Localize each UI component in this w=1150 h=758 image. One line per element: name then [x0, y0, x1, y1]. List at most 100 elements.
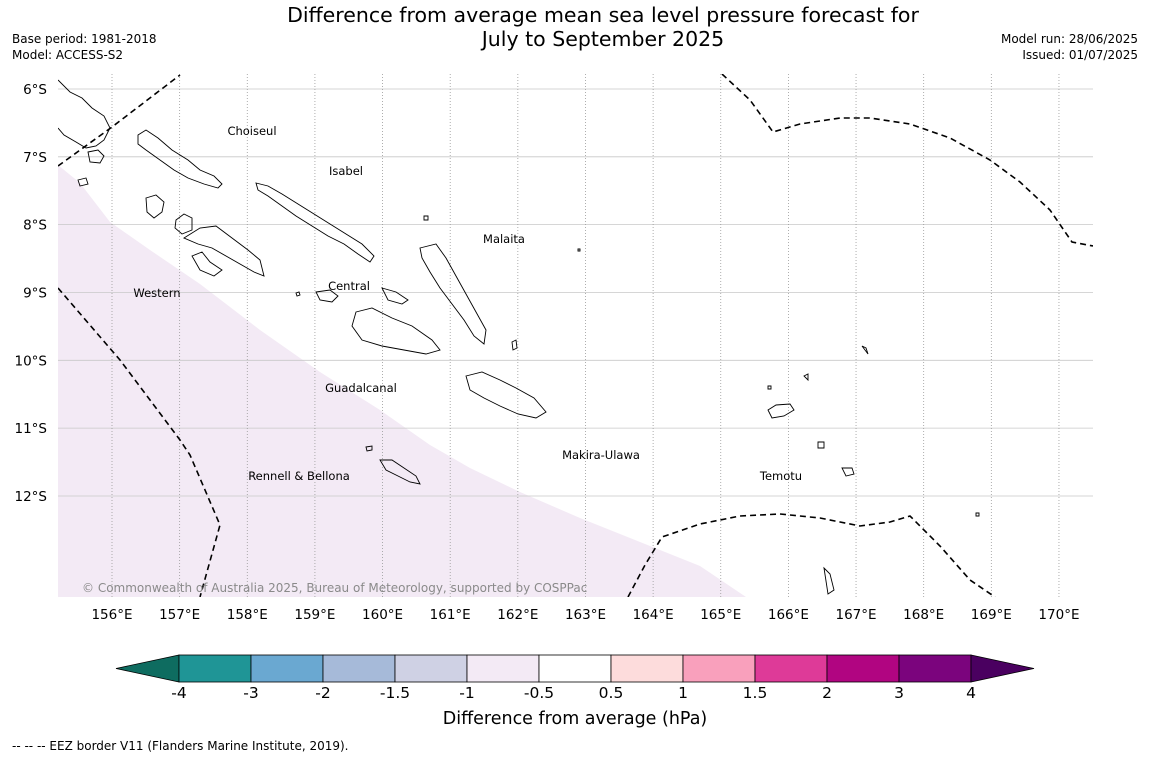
coast-santa-cruz [767, 403, 795, 419]
colorbar-segment [466, 654, 540, 683]
coast-choiseul [137, 129, 223, 189]
coast-ontong-java [577, 248, 581, 252]
coast-nggela [315, 289, 339, 303]
lat-label: 11°S [15, 421, 48, 437]
coast-small-1 [77, 177, 89, 187]
eez-legend: -- -- -- EEZ border V11 (Flanders Marine… [12, 739, 349, 753]
anomaly-region [58, 165, 746, 597]
chart-title: Difference from average mean sea level p… [0, 3, 1150, 51]
lat-label: 7°S [23, 150, 47, 166]
colorbar-tick-label: -2 [315, 684, 331, 702]
province-label: Malaita [483, 232, 525, 246]
lon-label: 167°E [836, 607, 877, 623]
lat-label: 9°S [23, 285, 47, 301]
latitude-labels: 6°S 7°S 8°S 9°S 10°S 11°S 12°S [15, 82, 48, 505]
lon-label: 160°E [362, 607, 403, 623]
colorbar-tick-label: 2 [822, 684, 832, 702]
lon-label: 170°E [1038, 607, 1079, 623]
coast-fataka [975, 512, 980, 517]
province-label: Western [133, 286, 180, 300]
colorbar-segment [826, 654, 900, 683]
province-label: Central [328, 279, 370, 293]
lon-label: 158°E [227, 607, 268, 623]
colorbar-segment [538, 654, 612, 683]
colorbar-segment [610, 654, 684, 683]
coast-kolombangara [174, 213, 193, 235]
base-period: Base period: 1981-2018 [12, 32, 157, 46]
lon-label: 161°E [430, 607, 471, 623]
coast-new-georgia [183, 225, 265, 277]
province-label: Rennell & Bellona [248, 469, 350, 483]
province-label: Makira-Ulawa [562, 448, 640, 462]
colorbar-extend-high [970, 654, 1035, 683]
lon-label: 166°E [768, 607, 809, 623]
colorbar-tick-label: -0.5 [523, 684, 555, 702]
coast-rendova [191, 251, 223, 277]
colorbar-tick-label: -1 [459, 684, 475, 702]
map-area: Choiseul Isabel Malaita Western Central Guada… [58, 74, 1093, 597]
colorbar [115, 654, 1035, 683]
coast-malaita [419, 243, 487, 345]
lon-label: 169°E [971, 607, 1012, 623]
colorbar-tick-label: 1 [678, 684, 688, 702]
colorbar-segment [394, 654, 468, 683]
province-labels: Choiseul Isabel Malaita Western Central Guada… [133, 124, 802, 483]
coast-rennell [379, 459, 421, 485]
meta-left: Base period: 1981-2018 Model: ACCESS-S2 [12, 31, 157, 63]
issued-date: Issued: 01/07/2025 [1022, 48, 1138, 62]
eez-border-south [627, 513, 996, 597]
model-run: Model run: 28/06/2025 [1000, 32, 1138, 46]
model-name: Model: ACCESS-S2 [12, 48, 124, 62]
colorbar-label: Difference from average (hPa) [442, 709, 708, 729]
coast-shortland [87, 149, 105, 164]
eez-border-north [58, 74, 181, 167]
coast-isabel [255, 182, 375, 263]
longitude-labels: 156°E 157°E 158°E 159°E 160°E 161°E 162°E 163°E… [91, 607, 1079, 623]
coast-ulawa [511, 339, 518, 351]
colorbar-tick-label: 1.5 [742, 684, 768, 702]
coast-reef-islands [767, 385, 772, 390]
colorbar-tick-label: -4 [171, 684, 187, 702]
meta-right: Model run: 28/06/2025 Issued: 01/07/2025 [1001, 31, 1138, 63]
coast-makira [465, 371, 547, 419]
lat-label: 12°S [15, 489, 48, 505]
province-label: Temotu [759, 469, 802, 483]
copyright: © Commonwealth of Australia 2025, Bureau… [82, 581, 587, 595]
eez-border-southwest [58, 287, 221, 597]
coast-guadalcanal [351, 307, 441, 355]
lon-label: 159°E [294, 607, 335, 623]
province-label: Choiseul [227, 124, 276, 138]
lon-label: 164°E [633, 607, 674, 623]
colorbar-tick-label: 0.5 [598, 684, 624, 702]
lon-label: 157°E [159, 607, 200, 623]
gridlines [58, 74, 1093, 597]
title-line-1: Difference from average mean sea level p… [287, 3, 919, 27]
coast-bougainville [58, 79, 111, 149]
colorbar-segment [682, 654, 756, 683]
colorbar-tick-label: 3 [894, 684, 904, 702]
colorbar-tick-label: -1.5 [379, 684, 411, 702]
colorbar-ticks: -4 -3 -2 -1.5 -1 -0.5 0.5 1 1.5 2 3 4 [0, 684, 1150, 704]
colorbar-segment [178, 654, 252, 683]
eez-borders [58, 74, 1093, 597]
coast-vella-lavella [145, 194, 165, 219]
coast-bellona [365, 445, 373, 452]
province-label: Guadalcanal [325, 381, 397, 395]
colorbar-tick-label: -3 [243, 684, 259, 702]
lat-label: 6°S [23, 82, 47, 98]
colorbar-segment [898, 654, 972, 683]
colorbar-segment [754, 654, 828, 683]
lon-label: 165°E [700, 607, 741, 623]
lat-label: 10°S [15, 353, 48, 369]
coast-savo [295, 291, 301, 297]
coast-utupua [817, 441, 825, 449]
colorbar-segment [250, 654, 324, 683]
coast-vanikoro [841, 467, 855, 477]
coast-anuta [823, 566, 835, 595]
lon-label: 168°E [903, 607, 944, 623]
colorbar-tick-label: 4 [966, 684, 976, 702]
title-line-2: July to September 2025 [481, 27, 725, 51]
colorbar-extend-low [115, 654, 180, 683]
province-label: Isabel [329, 164, 363, 178]
